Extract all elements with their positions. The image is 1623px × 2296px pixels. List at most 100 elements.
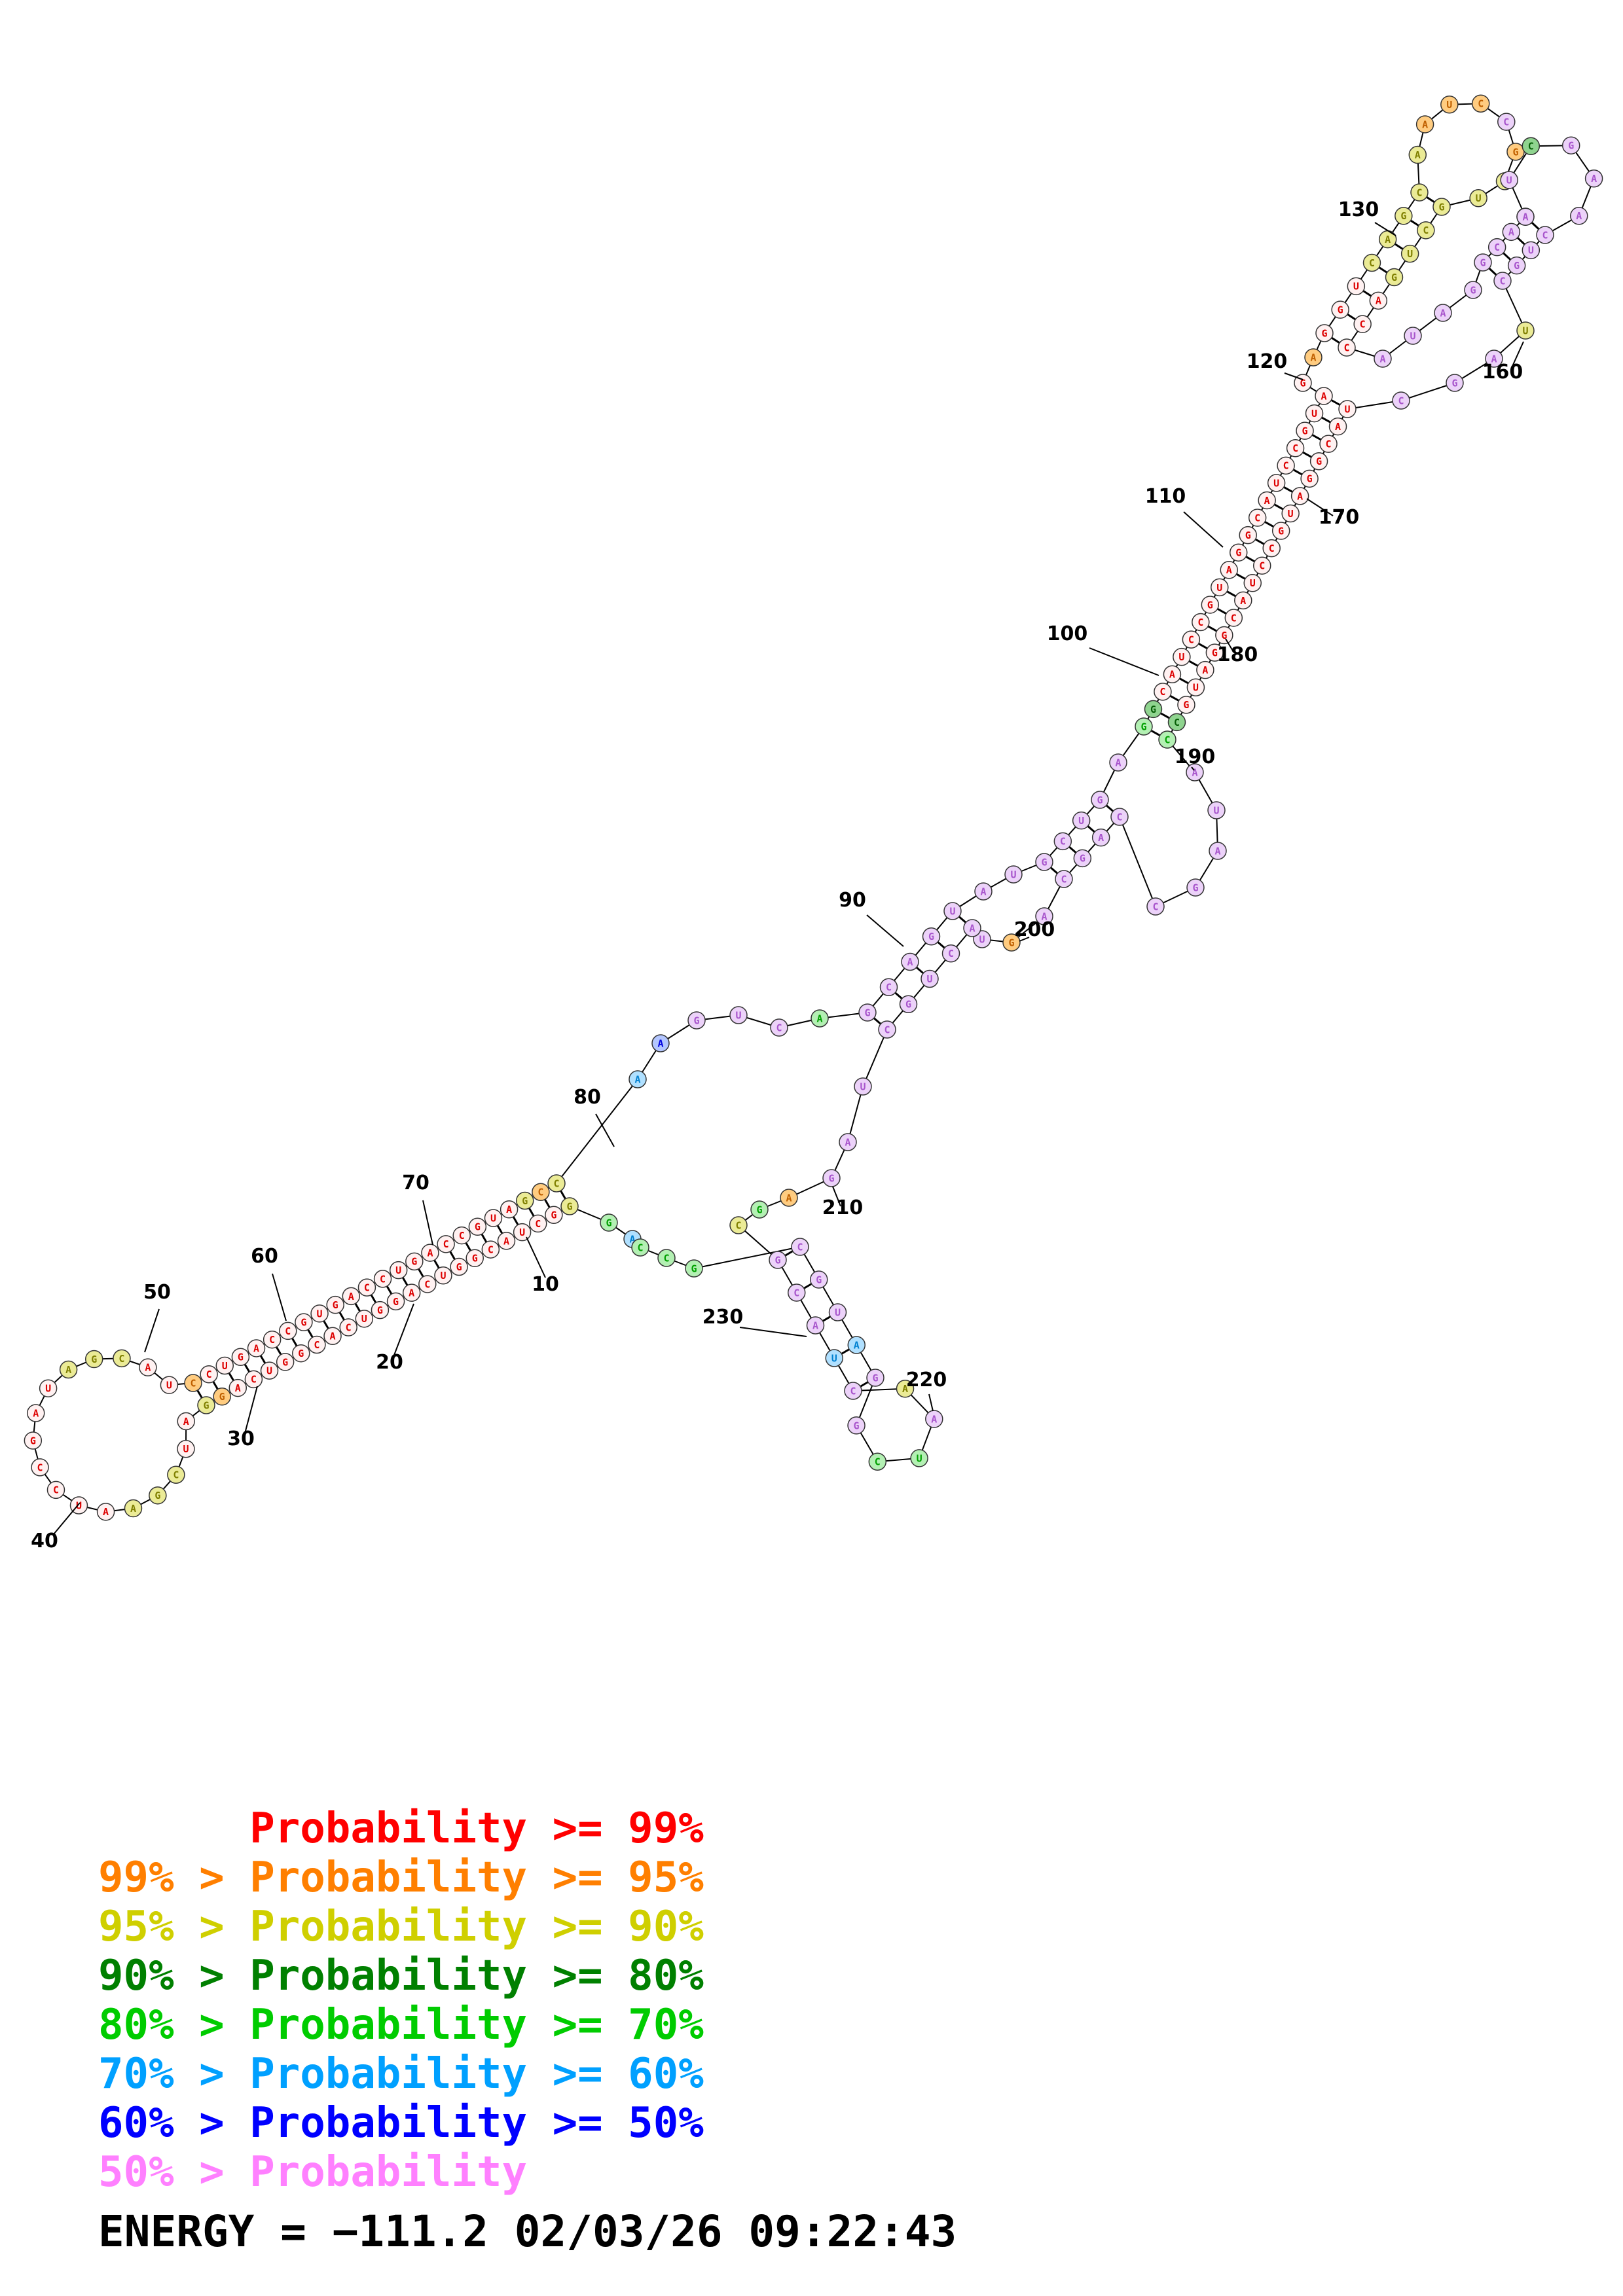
nucleotide <box>1315 387 1333 405</box>
nucleotide <box>357 1278 376 1297</box>
nucleotide-letter: A <box>969 922 975 934</box>
backbone-edge <box>862 1029 888 1087</box>
nucleotide-letter: C <box>797 1241 803 1253</box>
nucleotide <box>177 1412 195 1431</box>
nucleotide-letter: A <box>629 1233 635 1245</box>
nucleotide-letter: G <box>1212 647 1218 659</box>
nucleotide <box>184 1374 202 1392</box>
nucleotide <box>244 1370 263 1389</box>
nucleotide <box>1154 683 1172 701</box>
nucleotide <box>806 1316 825 1335</box>
nucleotide <box>657 1249 676 1267</box>
nucleotide-letter: G <box>203 1399 209 1411</box>
nucleotide <box>215 1356 234 1375</box>
nucleotide-letter: U <box>1410 330 1415 342</box>
position-label: 70 <box>402 1172 429 1194</box>
nucleotide <box>1290 487 1309 505</box>
nucleotide <box>1347 277 1366 296</box>
nucleotide <box>791 1238 809 1256</box>
nucleotide-letter: G <box>1041 856 1047 868</box>
nucleotide-letter: C <box>251 1374 257 1386</box>
label-leader <box>866 914 904 947</box>
nucleotide-letter: G <box>1470 284 1476 296</box>
nucleotide <box>177 1440 195 1458</box>
nucleotide <box>310 1304 329 1323</box>
nucleotide <box>1474 253 1492 272</box>
backbone-edge <box>847 1086 864 1143</box>
nucleotide <box>1434 304 1452 322</box>
nucleotide <box>402 1283 421 1302</box>
nucleotide-letter: C <box>538 1187 543 1198</box>
nucleotide-letter: C <box>1494 242 1500 253</box>
nucleotide <box>1417 221 1435 240</box>
nucleotide <box>1091 828 1110 847</box>
nucleotide-letter: G <box>691 1263 697 1274</box>
nucleotide-letter: U <box>361 1313 367 1325</box>
nucleotide-letter: G <box>1438 201 1444 213</box>
nucleotide-letter: G <box>301 1317 306 1329</box>
position-label: 40 <box>31 1530 58 1552</box>
nucleotide-letter: A <box>1576 210 1582 222</box>
nucleotide <box>1182 630 1201 649</box>
nucleotide <box>901 952 919 971</box>
position-label: 180 <box>1217 643 1258 666</box>
nucleotide <box>197 1396 215 1414</box>
nucleotide-letter: C <box>1416 187 1422 198</box>
nucleotide <box>1004 865 1023 884</box>
nucleotide-letter: G <box>1080 853 1085 865</box>
label-leader <box>422 1200 433 1246</box>
nucleotide <box>200 1365 218 1384</box>
nucleotide-letter: U <box>183 1443 189 1455</box>
nucleotide-letter: G <box>1480 257 1486 268</box>
nucleotide <box>1304 348 1322 367</box>
legend-line-below-50: 50% > Probability <box>98 2148 527 2197</box>
nucleotide-letter: G <box>905 999 911 1011</box>
nucleotide <box>1073 849 1092 868</box>
nucleotide-letter: U <box>76 1499 82 1511</box>
label-leader <box>1510 341 1524 370</box>
legend-line-80: 90% > Probability >= 80% <box>98 1952 704 2000</box>
legend-line-90: 95% > Probability >= 90% <box>98 1903 704 1951</box>
nucleotide <box>1432 198 1451 216</box>
nucleotide <box>500 1200 519 1219</box>
nucleotide-letter: G <box>1391 272 1397 283</box>
position-label: 170 <box>1319 506 1360 529</box>
nucleotide-letter: U <box>1476 192 1482 204</box>
nucleotide <box>685 1259 703 1278</box>
nucleotide-letter: U <box>317 1308 323 1319</box>
nucleotide-letter: A <box>1335 421 1341 433</box>
nucleotide-letter: G <box>854 1420 860 1431</box>
nucleotide-letter: A <box>980 886 986 897</box>
nucleotide-letter: U <box>831 1352 837 1364</box>
nucleotide-letter: G <box>1302 425 1308 437</box>
nucleotide <box>160 1376 179 1394</box>
nucleotide-letter: C <box>285 1325 291 1337</box>
nucleotide-letter: C <box>886 982 892 994</box>
nucleotide <box>39 1379 58 1397</box>
nucleotide-letter: C <box>1159 686 1165 698</box>
legend-line-70: 80% > Probability >= 70% <box>98 2001 704 2049</box>
nucleotide <box>1053 832 1072 851</box>
nucleotide-letter: G <box>1221 630 1227 641</box>
nucleotide <box>528 1214 547 1233</box>
nucleotide-letter: A <box>845 1136 850 1148</box>
nucleotide <box>687 1011 706 1030</box>
nucleotide-letter: C <box>1360 319 1366 331</box>
nucleotide <box>1404 327 1422 345</box>
nucleotide <box>308 1335 326 1354</box>
nucleotide <box>1485 350 1503 368</box>
position-label: 20 <box>376 1351 403 1374</box>
label-leader <box>1191 766 1195 771</box>
nucleotide-letter: A <box>1321 390 1326 402</box>
nucleotide-letter: C <box>1343 342 1349 353</box>
nucleotide-letter: C <box>459 1230 465 1242</box>
backbone-edge <box>1400 382 1455 401</box>
label-leader <box>272 1273 287 1321</box>
energy-text: ENERGY = −111.2 02/03/26 09:22:43 <box>98 2206 957 2257</box>
nucleotide-letter: A <box>427 1247 433 1259</box>
nucleotide <box>1186 878 1205 897</box>
nucleotide-letter: A <box>1310 351 1316 363</box>
nucleotide-letter: C <box>776 1022 782 1033</box>
nucleotide-letter: G <box>1235 547 1241 559</box>
label-leader <box>928 1393 934 1412</box>
